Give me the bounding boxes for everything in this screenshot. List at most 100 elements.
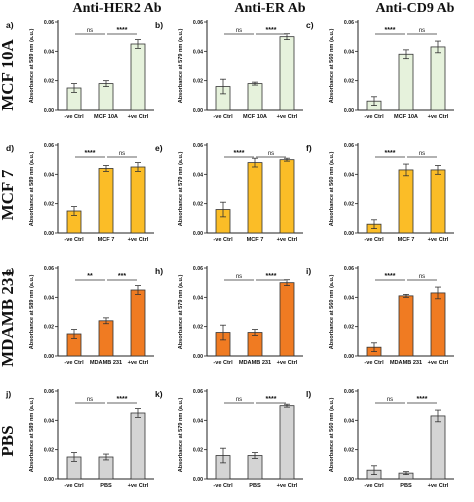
- y-tick-label: 0.06: [344, 389, 354, 395]
- y-axis-label: Absorbance at 560 nm (a.u.): [329, 152, 335, 227]
- y-tick-label: 0.02: [44, 325, 54, 331]
- significance-label: ****: [117, 27, 128, 34]
- x-tick-label: PBS: [400, 483, 412, 489]
- y-tick-label: 0.02: [344, 79, 354, 85]
- y-axis-label: Absorbance at 579 nm (a.u.): [178, 398, 184, 473]
- panel-label: f): [306, 143, 312, 153]
- x-tick-label: +ve Ctrl: [277, 360, 298, 366]
- x-tick-label: MCF 7: [98, 237, 115, 243]
- y-axis-label: Absorbance at 579 nm (a.u.): [178, 152, 184, 227]
- x-tick-label: MDAMB 231: [390, 360, 422, 366]
- y-tick-label: 0.00: [193, 108, 203, 114]
- panel-label: i): [306, 266, 311, 276]
- significance-label: ****: [266, 396, 277, 403]
- y-tick-label: 0.06: [193, 266, 203, 272]
- x-tick-label: +ve Ctrl: [277, 114, 298, 120]
- y-tick-label: 0.04: [344, 49, 354, 55]
- x-tick-label: +ve Ctrl: [428, 237, 449, 243]
- bar: [247, 162, 263, 234]
- significance-label: ns: [119, 151, 125, 157]
- bar: [279, 405, 295, 480]
- y-tick-label: 0.00: [193, 477, 203, 483]
- x-tick-label: +ve Ctrl: [428, 360, 449, 366]
- x-tick-label: -ve Ctrl: [364, 114, 384, 120]
- significance-label: ****: [385, 150, 396, 157]
- y-tick-label: 0.00: [344, 231, 354, 237]
- panel-label: g): [6, 266, 14, 276]
- y-tick-label: 0.00: [344, 108, 354, 114]
- y-tick-label: 0.00: [44, 231, 54, 237]
- x-tick-label: -ve Ctrl: [213, 483, 233, 489]
- y-tick-label: 0.06: [344, 266, 354, 272]
- x-tick-label: MCF 7: [247, 237, 264, 243]
- y-tick-label: 0.00: [193, 354, 203, 360]
- significance-label: ****: [85, 150, 96, 157]
- x-tick-label: +ve Ctrl: [277, 237, 298, 243]
- panel-label: a): [6, 20, 14, 30]
- x-tick-label: -ve Ctrl: [213, 360, 233, 366]
- y-axis-label: Absorbance at 560 nm (a.u.): [329, 275, 335, 350]
- bar: [98, 320, 114, 357]
- significance-label: ns: [419, 274, 425, 280]
- column-title-er: Anti-ER Ab: [234, 1, 305, 16]
- y-tick-label: 0.00: [44, 354, 54, 360]
- column-title-her2: Anti-HER2 Ab: [72, 1, 161, 16]
- x-tick-label: PBS: [249, 483, 261, 489]
- y-tick-label: 0.02: [193, 325, 203, 331]
- panel-label: k): [155, 389, 163, 399]
- y-tick-label: 0.02: [344, 202, 354, 208]
- y-tick-label: 0.04: [44, 49, 54, 55]
- y-axis-label: Absorbance at 589 nm (a.u.): [29, 398, 35, 473]
- bar: [430, 292, 446, 357]
- y-tick-label: 0.04: [44, 418, 54, 424]
- significance-label: **: [87, 273, 93, 280]
- bar: [130, 166, 146, 234]
- bar: [430, 169, 446, 234]
- y-axis-label: Absorbance at 560 nm (a.u.): [329, 398, 335, 473]
- y-axis-label: Absorbance at 589 nm (a.u.): [29, 275, 35, 350]
- panels-group: a) Absorbance at 589 nm (a.u.) 0.00 0.02 0.0…: [5, 20, 454, 489]
- y-tick-label: 0.04: [344, 418, 354, 424]
- significance-label: ns: [268, 151, 274, 157]
- y-tick-label: 0.02: [44, 79, 54, 85]
- panel-label: c): [306, 20, 314, 30]
- x-tick-label: +ve Ctrl: [128, 237, 149, 243]
- x-tick-label: +ve Ctrl: [428, 114, 449, 120]
- y-tick-label: 0.06: [44, 266, 54, 272]
- panel-label: l): [306, 389, 311, 399]
- y-tick-label: 0.04: [344, 172, 354, 178]
- y-tick-label: 0.06: [193, 389, 203, 395]
- bar: [247, 332, 263, 357]
- column-title-cd9: Anti-CD9 Ab: [376, 1, 455, 16]
- y-axis-label: Absorbance at 589 nm (a.u.): [29, 152, 35, 227]
- x-tick-label: -ve Ctrl: [64, 237, 84, 243]
- panel-label: b): [155, 20, 163, 30]
- y-axis-label: Absorbance at 579 nm (a.u.): [178, 29, 184, 104]
- y-tick-label: 0.02: [44, 202, 54, 208]
- row-label-mdamb231: MDAMB 231: [0, 269, 17, 367]
- x-tick-label: -ve Ctrl: [213, 237, 233, 243]
- y-axis-label: Absorbance at 560 nm (a.u.): [329, 29, 335, 104]
- bar: [398, 295, 414, 357]
- bar: [279, 282, 295, 357]
- bar: [98, 83, 114, 111]
- significance-label: ****: [266, 27, 277, 34]
- y-tick-label: 0.00: [44, 477, 54, 483]
- x-tick-label: MCF 10A: [94, 114, 118, 120]
- significance-label: ****: [266, 273, 277, 280]
- y-tick-label: 0.06: [344, 143, 354, 149]
- significance-label: ****: [385, 273, 396, 280]
- y-tick-label: 0.06: [344, 20, 354, 26]
- significance-label: ****: [417, 396, 428, 403]
- y-tick-label: 0.04: [44, 172, 54, 178]
- significance-label: ns: [387, 397, 393, 403]
- panel-label: j): [5, 389, 11, 399]
- y-tick-label: 0.04: [193, 418, 203, 424]
- y-tick-label: 0.04: [344, 295, 354, 301]
- significance-label: ***: [118, 273, 126, 280]
- bar: [430, 46, 446, 111]
- y-tick-label: 0.06: [44, 389, 54, 395]
- significance-label: ****: [234, 150, 245, 157]
- significance-label: ns: [236, 274, 242, 280]
